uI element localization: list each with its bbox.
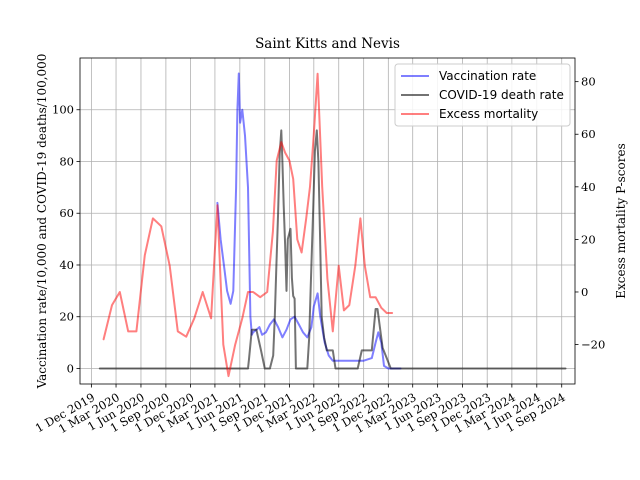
legend-box xyxy=(394,63,571,127)
y-right-tick-label: 20 xyxy=(581,232,596,246)
series-line-vaccination-rate xyxy=(216,72,402,370)
series-line-excess-mortality xyxy=(102,72,394,378)
y-right-tick-label: −20 xyxy=(581,338,605,352)
y-left-tick-label: 20 xyxy=(59,310,74,324)
legend: Vaccination rate COVID-19 death rate Exc… xyxy=(394,63,571,127)
legend-label-vaccination-rate: Vaccination rate xyxy=(439,69,536,83)
y-left-tick-label: 60 xyxy=(59,206,74,220)
y-left-tick-label: 80 xyxy=(59,154,74,168)
chart-title: Saint Kitts and Nevis xyxy=(255,36,400,52)
plot-frame xyxy=(79,57,576,385)
series-lines xyxy=(98,72,567,378)
legend-label-excess-mortality: Excess mortality xyxy=(439,107,538,121)
y-right-tick-label: 60 xyxy=(581,127,596,141)
y-left-tick-label: 40 xyxy=(59,258,74,272)
legend-label-covid-death-rate: COVID-19 death rate xyxy=(439,88,564,102)
series-line-covid-death-rate xyxy=(98,129,567,370)
y-left-tick-label: 100 xyxy=(52,103,74,117)
y-right-tick-label: 0 xyxy=(581,285,588,299)
y-axis-left-label: Vaccination rate/10,000 and COVID-19 dea… xyxy=(35,54,49,390)
y-axis-right-label: Excess mortality P-scores xyxy=(614,143,628,298)
y-left-tick-label: 0 xyxy=(67,361,74,375)
y-right-tick-label: 40 xyxy=(581,180,596,194)
y-right-tick-label: 80 xyxy=(581,75,596,89)
